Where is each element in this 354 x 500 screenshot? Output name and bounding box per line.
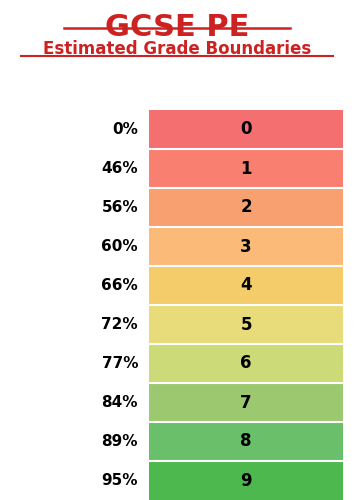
Bar xyxy=(149,110,343,149)
Text: 0: 0 xyxy=(240,120,252,138)
Text: Estimated Grade Boundaries: Estimated Grade Boundaries xyxy=(43,40,311,58)
Bar xyxy=(149,383,343,422)
Bar xyxy=(149,188,343,227)
Text: 0%: 0% xyxy=(112,122,138,137)
Text: 2: 2 xyxy=(240,198,252,216)
Text: 6: 6 xyxy=(240,354,252,372)
Text: 56%: 56% xyxy=(102,200,138,215)
Text: GCSE PE: GCSE PE xyxy=(105,12,249,42)
Bar xyxy=(149,461,343,500)
Text: 8: 8 xyxy=(240,432,252,450)
Text: 89%: 89% xyxy=(102,434,138,449)
Text: 66%: 66% xyxy=(101,278,138,293)
Bar xyxy=(149,422,343,461)
Text: 60%: 60% xyxy=(102,239,138,254)
Bar xyxy=(149,344,343,383)
Text: 3: 3 xyxy=(240,238,252,256)
Bar xyxy=(149,266,343,305)
Text: 72%: 72% xyxy=(102,317,138,332)
Bar xyxy=(149,227,343,266)
Text: 1: 1 xyxy=(240,160,252,178)
Text: 46%: 46% xyxy=(102,161,138,176)
Bar xyxy=(149,149,343,188)
Text: 7: 7 xyxy=(240,394,252,411)
Text: 77%: 77% xyxy=(102,356,138,371)
Text: 5: 5 xyxy=(240,316,252,334)
Text: 95%: 95% xyxy=(102,473,138,488)
Bar xyxy=(149,305,343,344)
Text: 4: 4 xyxy=(240,276,252,294)
Text: 9: 9 xyxy=(240,472,252,490)
Text: 84%: 84% xyxy=(102,395,138,410)
